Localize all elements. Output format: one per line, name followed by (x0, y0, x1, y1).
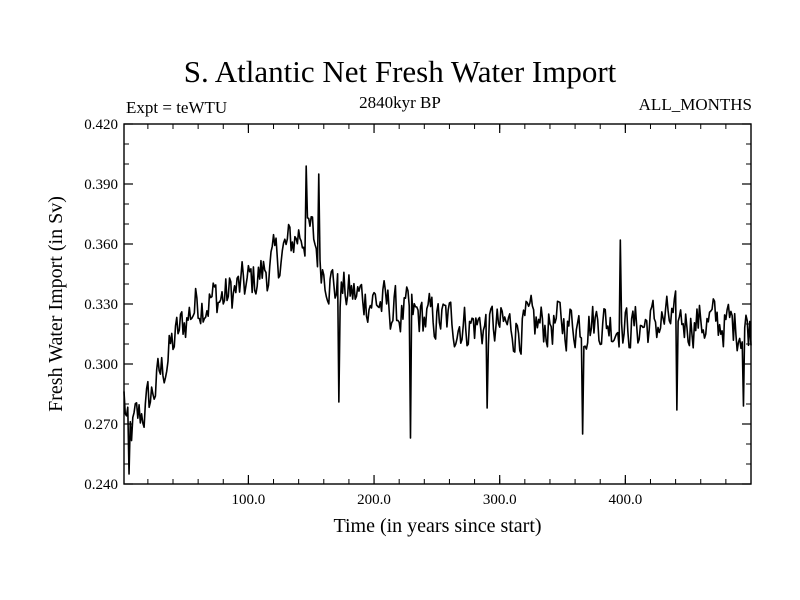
y-tick-label: 0.240 (84, 477, 118, 493)
x-tick-label: 400.0 (608, 492, 642, 508)
series-line (123, 165, 752, 475)
y-tick-label: 0.420 (84, 117, 118, 133)
period-label: 2840kyr BP (359, 93, 441, 112)
x-axis-label: Time (in years since start) (333, 515, 541, 537)
y-tick-label: 0.300 (84, 357, 118, 373)
y-tick-label: 0.390 (84, 177, 118, 193)
x-tick-label: 300.0 (483, 492, 517, 508)
y-tick-label: 0.270 (84, 417, 118, 433)
y-axis-label: Fresh Water Import (in Sv) (45, 196, 67, 412)
x-tick-label: 100.0 (232, 492, 266, 508)
chart-title: S. Atlantic Net Fresh Water Import (183, 54, 617, 89)
ticks-group: 0.240 0.270 0.300 0.330 0.360 0.390 0.420 100.0… (84, 117, 751, 508)
experiment-label: Expt = teWTU (126, 98, 228, 117)
y-tick-label: 0.330 (84, 297, 118, 313)
plot-frame (123, 123, 752, 485)
months-label: ALL_MONTHS (638, 95, 752, 114)
y-tick-label: 0.360 (84, 237, 118, 253)
x-tick-label: 200.0 (357, 492, 391, 508)
